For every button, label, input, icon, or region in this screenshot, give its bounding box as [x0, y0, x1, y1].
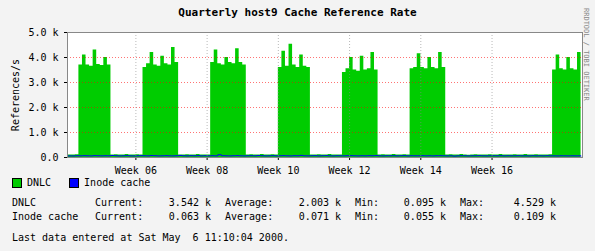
svg-text:4.0 k: 4.0 k	[28, 52, 58, 63]
svg-text:3.0 k: 3.0 k	[28, 77, 58, 88]
svg-text:Week 14: Week 14	[400, 165, 442, 174]
svg-text:Week 16: Week 16	[471, 165, 513, 174]
html-text:DNLC: DNLC	[12, 197, 37, 208]
html-text:Current:: Current:	[95, 197, 144, 208]
html-text:3.542 k: 3.542 k	[168, 197, 211, 208]
html-text:0.063 k: 0.063 k	[168, 211, 211, 222]
svg-text:0.0: 0.0	[40, 152, 58, 163]
svg-text:Week 10: Week 10	[257, 165, 299, 174]
svg-text:References/s: References/s	[10, 59, 21, 131]
html-text:Average:: Average:	[225, 197, 274, 208]
html-text:2.003 k: 2.003 k	[298, 197, 341, 208]
html-text:0.055 k: 0.055 k	[403, 211, 446, 222]
html-text:RRDTOOL / TOBI OETIKER: RRDTOOL / TOBI OETIKER	[582, 8, 590, 101]
html-text:Min:: Min:	[355, 197, 380, 208]
html-text:Min:: Min:	[355, 211, 380, 222]
html-text:Inode cache: Inode cache	[84, 177, 151, 188]
html-text:0.109 k: 0.109 k	[513, 211, 556, 222]
svg-text:5.0 k: 5.0 k	[28, 27, 58, 38]
html-text:Average:: Average:	[225, 211, 274, 222]
svg-text:Week 08: Week 08	[186, 165, 228, 174]
html-text:Current:: Current:	[95, 211, 144, 222]
svg-text:1.0 k: 1.0 k	[28, 127, 58, 138]
html-text:0.071 k: 0.071 k	[298, 211, 341, 222]
html-text:Max:: Max:	[460, 211, 485, 222]
svg-text:2.0 k: 2.0 k	[28, 102, 58, 113]
html-text:Inode cache: Inode cache	[12, 211, 79, 222]
svg-text:Week 12: Week 12	[328, 165, 370, 174]
html-text:4.529 k: 4.529 k	[513, 197, 556, 208]
html-text:Quarterly host9 Cache Referenc: Quarterly host9 Cache Reference Rate	[178, 6, 417, 19]
html-text:0.095 k: 0.095 k	[403, 197, 446, 208]
html-text:Max:: Max:	[460, 197, 485, 208]
html-text:DNLC: DNLC	[27, 177, 52, 188]
html-text:Last data entered at Sat May 6: Last data entered at Sat May 6 11:10:04 …	[12, 232, 289, 243]
svg-text:Week 06: Week 06	[115, 165, 157, 174]
